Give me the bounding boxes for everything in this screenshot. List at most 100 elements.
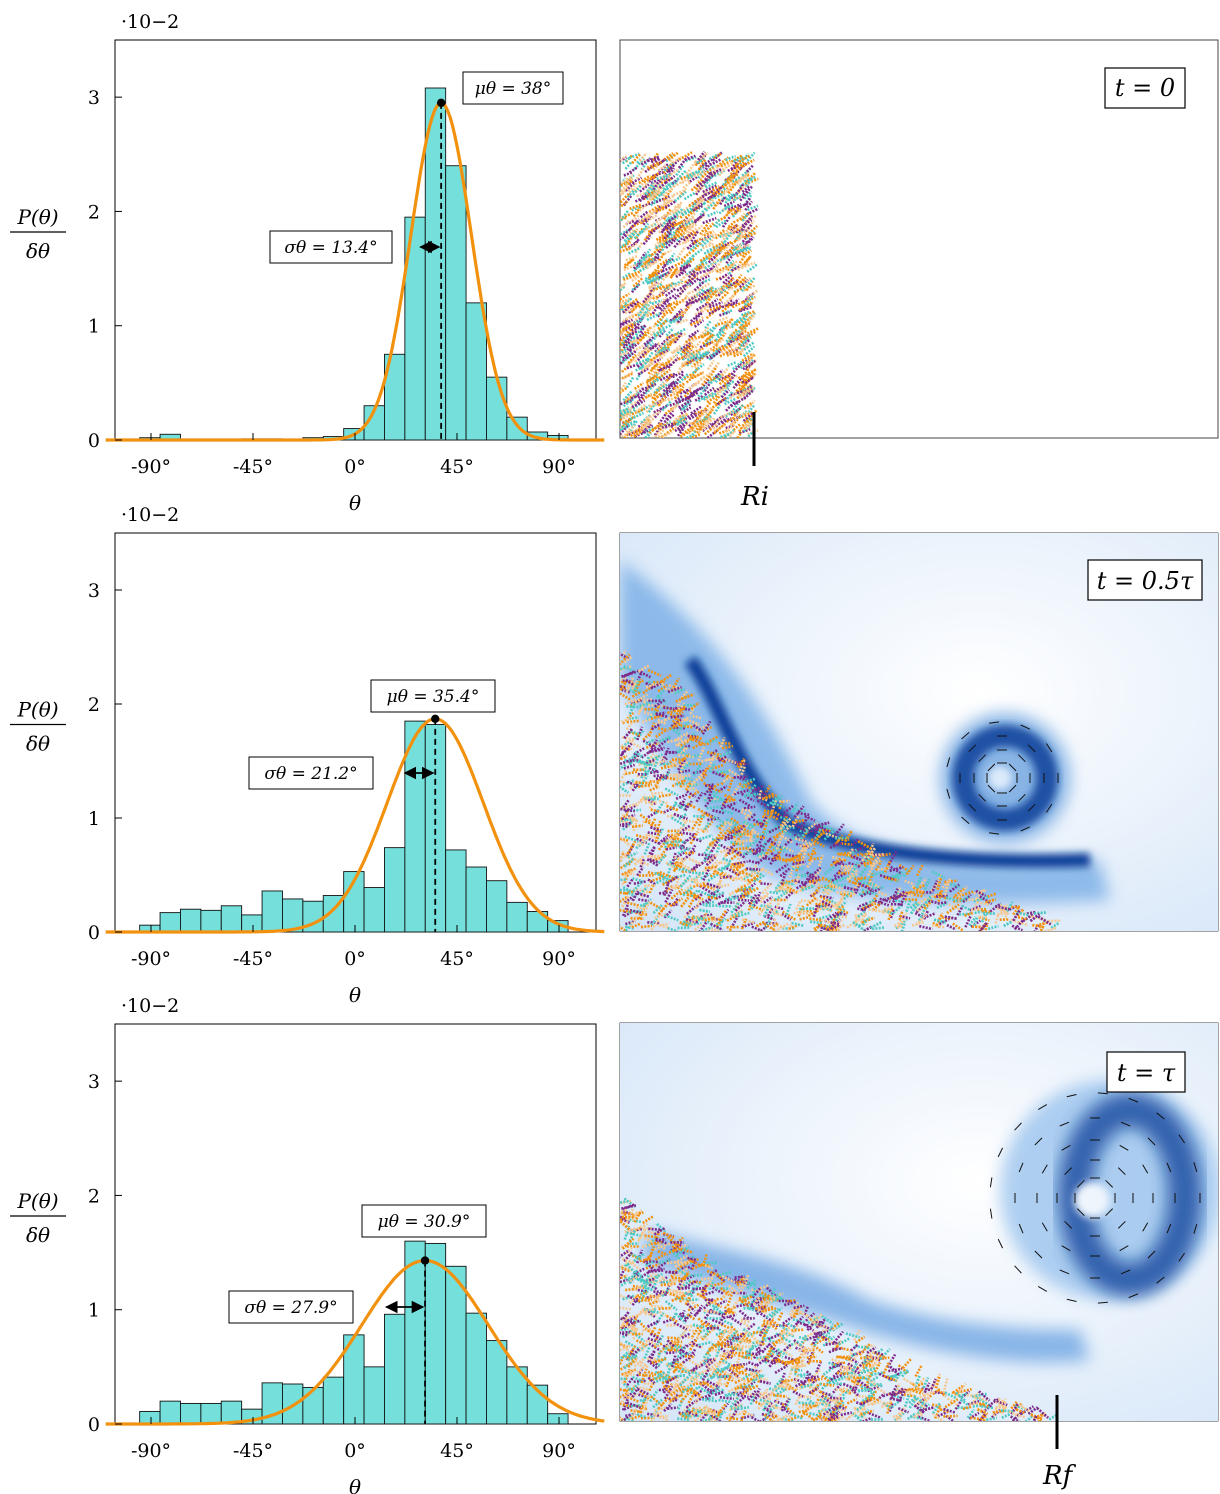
particle <box>787 1415 800 1421</box>
particle <box>819 904 833 913</box>
particle <box>743 190 753 200</box>
particle <box>695 791 704 803</box>
particle <box>654 912 667 920</box>
particle <box>913 893 924 898</box>
particle <box>646 181 656 192</box>
particle <box>653 1226 666 1236</box>
particle <box>731 785 740 797</box>
particle <box>647 833 660 841</box>
particle <box>667 685 683 694</box>
particle <box>725 276 735 288</box>
particle <box>959 895 970 903</box>
particle <box>654 1356 667 1369</box>
particle <box>720 798 728 810</box>
particle <box>819 1330 832 1339</box>
particle <box>817 824 830 834</box>
particle <box>909 900 919 909</box>
particle <box>679 1348 690 1356</box>
particle <box>769 1413 780 1421</box>
particle <box>997 1397 1007 1409</box>
particle <box>894 1383 901 1394</box>
particle <box>636 1277 651 1284</box>
particle <box>648 269 657 280</box>
particle <box>648 739 658 754</box>
particle <box>894 1370 903 1383</box>
particle <box>1015 1408 1026 1415</box>
particle <box>712 879 723 892</box>
particle <box>678 373 689 384</box>
particle <box>622 273 638 282</box>
particle <box>812 868 822 880</box>
particle <box>914 897 928 907</box>
particle <box>708 1298 723 1309</box>
particle <box>833 1382 846 1386</box>
particle <box>943 1407 956 1414</box>
histogram-bar <box>465 866 487 933</box>
velocity-vector <box>1156 1112 1165 1120</box>
particle <box>918 909 926 922</box>
particle <box>692 1279 703 1294</box>
particle <box>650 265 661 278</box>
particle <box>746 867 761 871</box>
particle <box>620 807 635 813</box>
particle <box>779 815 791 823</box>
particle <box>735 410 750 419</box>
particle <box>750 1372 761 1384</box>
particle <box>634 1306 646 1319</box>
particle <box>706 805 722 810</box>
particle <box>692 741 704 750</box>
particle <box>692 837 703 843</box>
particle <box>946 903 960 915</box>
particle <box>623 763 636 770</box>
time-label: t = 0.5τ <box>1097 567 1194 595</box>
particle <box>656 173 671 181</box>
particle <box>915 913 928 926</box>
particle <box>821 1374 832 1384</box>
particle <box>705 1358 717 1369</box>
particle <box>658 1414 670 1419</box>
particle <box>747 204 759 212</box>
particle <box>922 1377 930 1389</box>
particle <box>950 882 961 889</box>
particle <box>628 1242 639 1246</box>
particle <box>688 737 701 744</box>
particle <box>715 918 723 928</box>
particle <box>768 1354 780 1368</box>
particle <box>650 373 664 386</box>
particle <box>621 418 632 428</box>
velocity-vector <box>997 1147 1004 1158</box>
particle <box>637 783 653 789</box>
particle <box>702 867 711 881</box>
particle <box>627 182 638 193</box>
particle <box>690 1325 701 1339</box>
particle <box>639 1322 650 1333</box>
particle <box>635 167 645 180</box>
particle <box>717 1382 729 1387</box>
particle <box>706 394 718 404</box>
particle <box>708 306 722 315</box>
particle <box>909 903 919 915</box>
particle <box>893 1394 905 1400</box>
particle <box>697 1385 711 1395</box>
particle <box>896 918 906 930</box>
particle <box>628 716 640 721</box>
particle <box>657 299 668 310</box>
particle <box>701 422 712 433</box>
particle <box>645 417 656 423</box>
particle <box>695 185 706 194</box>
y-tick-label: 1 <box>88 1300 100 1322</box>
particle <box>747 276 757 285</box>
particle <box>637 388 649 400</box>
particle <box>699 1381 713 1394</box>
particle <box>694 333 706 341</box>
particle <box>655 853 667 867</box>
particle <box>737 1384 751 1389</box>
particle <box>647 855 663 859</box>
particle <box>672 189 685 197</box>
particle <box>767 909 779 920</box>
particle <box>620 1390 630 1404</box>
particle <box>733 1303 749 1309</box>
particle <box>682 217 692 227</box>
histogram-bar <box>424 1242 447 1425</box>
particle <box>620 763 627 771</box>
